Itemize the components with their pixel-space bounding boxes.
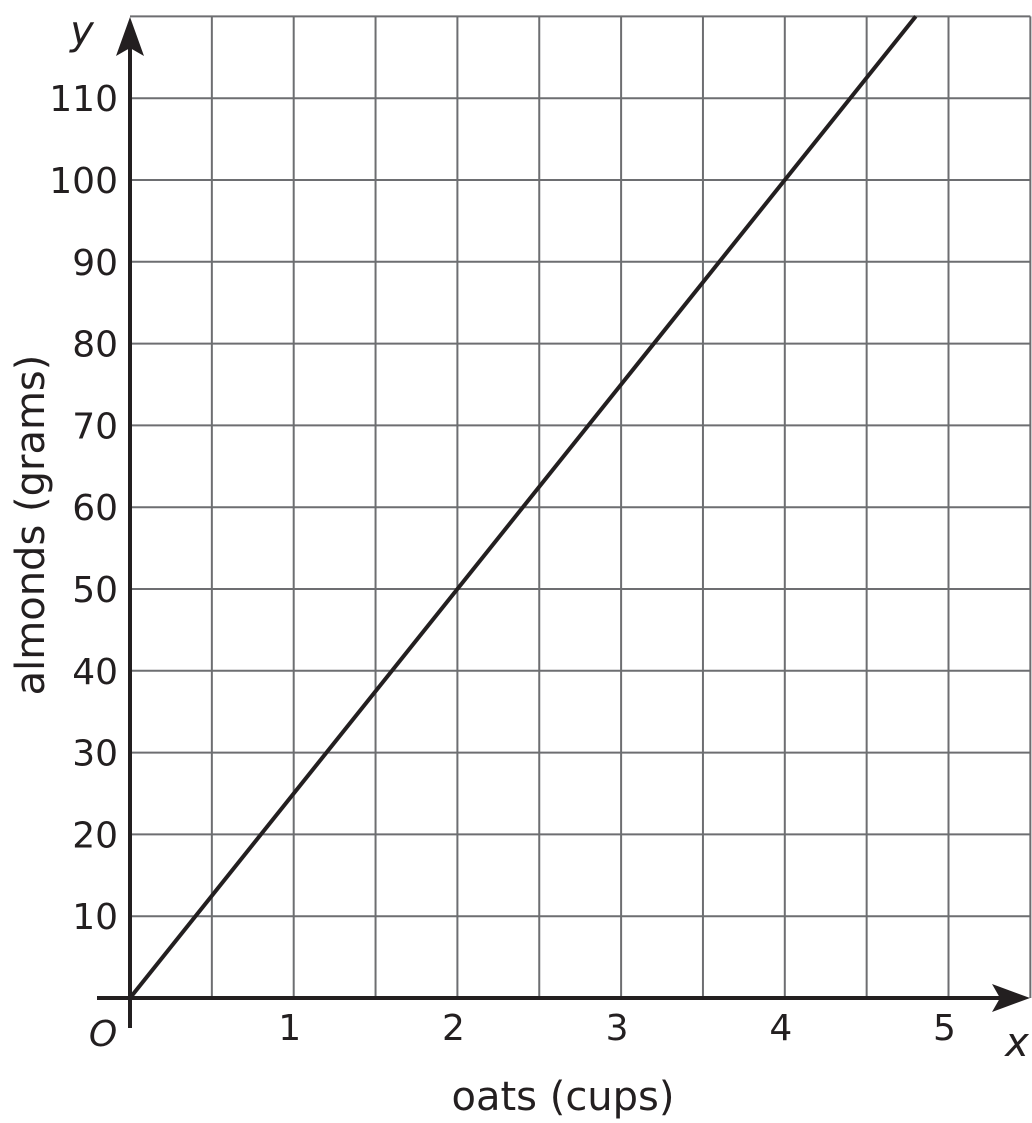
tick-labels: 1 2 3 4 5 10 20 30 40 50 60 70 80 90 100 110 (49, 79, 956, 1049)
x-tick-label: 4 (769, 1008, 792, 1049)
x-axis-label: oats (cups) (451, 1074, 674, 1120)
origin-label: O (89, 1014, 117, 1055)
x-tick-label: 5 (933, 1008, 956, 1049)
y-tick-label: 20 (72, 815, 118, 856)
y-tick-label: 50 (72, 570, 118, 611)
series-line (128, 15, 918, 1000)
series (128, 15, 918, 1000)
x-axis-arrow-icon (992, 984, 1030, 1012)
y-tick-label: 30 (72, 734, 118, 775)
y-axis-arrow-icon (116, 17, 144, 56)
x-tick-label: 3 (606, 1008, 629, 1049)
x-axis-letter: x (1003, 1020, 1029, 1066)
axes (97, 17, 1030, 1028)
y-tick-label: 60 (72, 488, 118, 529)
y-tick-label: 40 (72, 652, 118, 693)
x-tick-label: 2 (442, 1008, 465, 1049)
y-tick-label: 110 (49, 79, 118, 120)
x-tick-label: 1 (278, 1008, 301, 1049)
y-tick-label: 90 (72, 243, 118, 284)
y-tick-label: 10 (72, 897, 118, 938)
grid (130, 15, 1032, 998)
y-tick-label: 100 (49, 161, 118, 202)
y-tick-label: 70 (72, 406, 118, 447)
y-tick-label: 80 (72, 325, 118, 366)
y-axis-letter: y (69, 8, 95, 54)
y-axis-label: almonds (grams) (8, 355, 54, 696)
